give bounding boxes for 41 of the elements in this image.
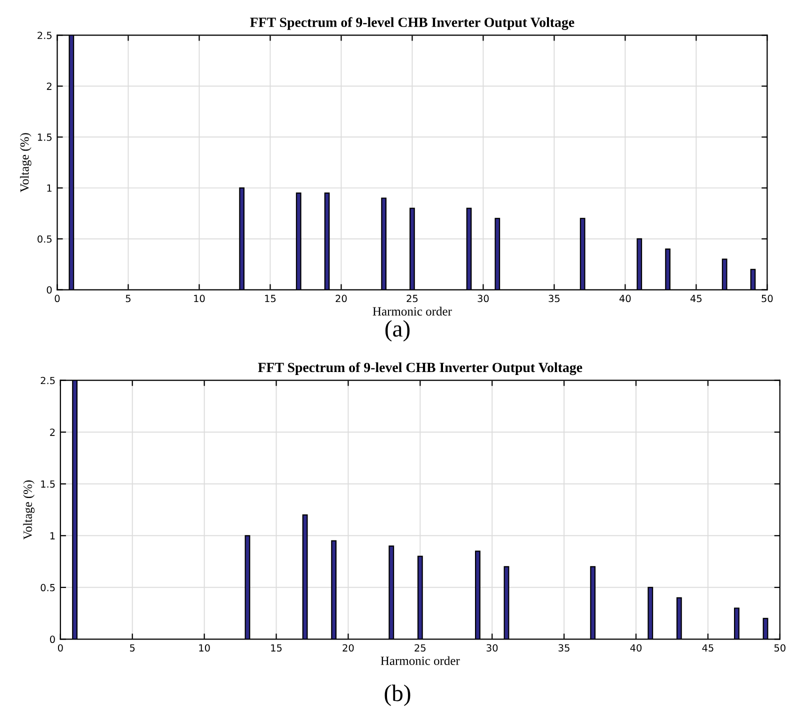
x-tick-label: 25 [414,644,426,652]
chart-title: FFT Spectrum of 9-level CHB Inverter Output Voltage [258,362,582,376]
y-tick-label: 2 [50,428,55,436]
x-tick-label: 50 [762,294,773,302]
y-tick-label: 0.5 [38,235,52,243]
x-tick-label: 50 [774,644,786,652]
y-tick-label: 0 [46,286,52,294]
y-tick-label: 1 [50,532,55,540]
x-tick-label: 15 [265,294,276,302]
x-tick-label: 20 [342,644,354,652]
x-tick-label: 45 [702,644,714,652]
x-tick-label: 15 [271,644,282,652]
x-tick-label: 35 [558,644,570,652]
y-tick-label: 0 [50,636,55,644]
x-tick-label: 25 [406,294,418,302]
y-tick-label: 1 [47,184,52,192]
y-tick-label: 0.5 [40,584,55,592]
x-tick-label: 40 [619,294,631,302]
y-tick-label: 2.5 [40,376,55,384]
y-axis-title: Voltage (%) [20,133,32,192]
y-tick-label: 1.5 [38,134,52,141]
text: (b) [384,684,410,706]
x-tick-label: 30 [478,294,489,302]
x-tick-label: 5 [126,294,130,302]
x-tick-label: 10 [194,294,205,302]
x-tick-label: 45 [690,294,702,302]
x-tick-label: 30 [486,644,498,652]
y-tick-label: 2.5 [38,32,52,40]
x-tick-label: 10 [199,644,210,652]
x-tick-label: 0 [58,644,63,652]
chart-title: FFT Spectrum of 9-level CHB Inverter Output Voltage [250,17,574,30]
x-axis-title: Harmonic order [380,656,460,666]
x-tick-label: 40 [630,644,642,652]
x-tick-label: 5 [130,644,135,652]
y-tick-label: 2 [46,82,52,90]
x-tick-label: 35 [548,294,560,302]
y-tick-label: 1.5 [41,480,55,488]
text: (a) [385,320,410,342]
y-axis-title: Voltage (%) [23,480,35,540]
x-axis-title: Harmonic order [372,306,452,316]
x-tick-label: 20 [336,294,347,302]
